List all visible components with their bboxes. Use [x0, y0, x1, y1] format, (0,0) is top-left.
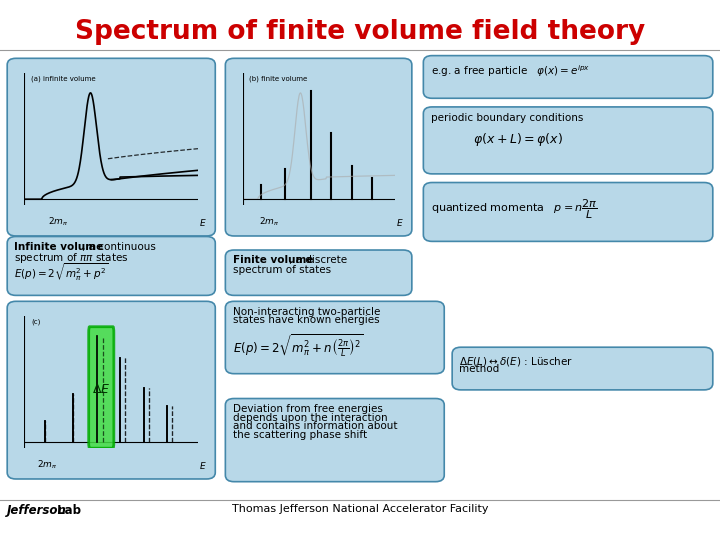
Text: depends upon the interaction: depends upon the interaction	[233, 413, 387, 423]
Text: Thomas Jefferson National Accelerator Facility: Thomas Jefferson National Accelerator Fa…	[232, 504, 488, 514]
Text: Finite volume: Finite volume	[233, 255, 313, 266]
FancyBboxPatch shape	[7, 301, 215, 479]
Text: Jefferson: Jefferson	[7, 504, 67, 517]
Text: and contains information about: and contains information about	[233, 421, 397, 431]
Text: $E(p) = 2\sqrt{m_\pi^2 + n\left(\frac{2\pi}{L}\right)^2}$: $E(p) = 2\sqrt{m_\pi^2 + n\left(\frac{2\…	[233, 332, 364, 359]
Text: $E(p) = 2\sqrt{m_\pi^2 + p^2}$: $E(p) = 2\sqrt{m_\pi^2 + p^2}$	[14, 262, 109, 283]
FancyBboxPatch shape	[7, 58, 215, 236]
Text: , a discrete: , a discrete	[289, 255, 347, 266]
FancyBboxPatch shape	[423, 183, 713, 241]
Text: (b) finite volume: (b) finite volume	[248, 76, 307, 82]
FancyBboxPatch shape	[225, 58, 412, 236]
Text: (a) infinite volume: (a) infinite volume	[32, 76, 96, 82]
Text: spectrum of states: spectrum of states	[233, 265, 330, 275]
Text: $2m_\pi$: $2m_\pi$	[259, 216, 279, 228]
FancyBboxPatch shape	[225, 250, 412, 295]
Text: Spectrum of finite volume field theory: Spectrum of finite volume field theory	[75, 19, 645, 45]
Text: Non-interacting two-particle: Non-interacting two-particle	[233, 307, 380, 317]
Text: Deviation from free energies: Deviation from free energies	[233, 404, 382, 414]
Text: $\Delta E$: $\Delta E$	[92, 383, 110, 396]
Text: periodic boundary conditions: periodic boundary conditions	[431, 113, 583, 124]
Text: method: method	[459, 364, 500, 375]
FancyBboxPatch shape	[423, 107, 713, 174]
FancyBboxPatch shape	[89, 327, 114, 448]
Text: $\hspace{3.5}\varphi(x + L) = \varphi(x)$: $\hspace{3.5}\varphi(x + L) = \varphi(x)…	[431, 131, 562, 147]
FancyBboxPatch shape	[225, 399, 444, 482]
Text: Infinite volume: Infinite volume	[14, 242, 104, 252]
Text: Lab: Lab	[53, 504, 81, 517]
Text: the scattering phase shift: the scattering phase shift	[233, 430, 366, 440]
Text: e.g. a free particle   $\varphi(x) = e^{ipx}$: e.g. a free particle $\varphi(x) = e^{ip…	[431, 63, 590, 79]
Text: $E$: $E$	[199, 461, 207, 471]
Text: $2m_\pi$: $2m_\pi$	[48, 216, 68, 228]
FancyBboxPatch shape	[423, 56, 713, 98]
Text: , a continuous: , a continuous	[82, 242, 156, 252]
Text: quantized momenta   $p = n\dfrac{2\pi}{L}$: quantized momenta $p = n\dfrac{2\pi}{L}$	[431, 197, 597, 220]
Text: $2m_\pi$: $2m_\pi$	[37, 459, 58, 471]
Text: (c): (c)	[32, 319, 41, 325]
Text: $E$: $E$	[199, 218, 207, 228]
FancyBboxPatch shape	[452, 347, 713, 390]
Text: states have known energies: states have known energies	[233, 315, 379, 326]
FancyBboxPatch shape	[7, 237, 215, 295]
FancyBboxPatch shape	[225, 301, 444, 374]
Text: $\Delta E(L) \leftrightarrow \delta(E)$ : Lüscher: $\Delta E(L) \leftrightarrow \delta(E)$ …	[459, 355, 574, 368]
Text: spectrum of $\pi\pi$ states: spectrum of $\pi\pi$ states	[14, 251, 129, 265]
Text: $E$: $E$	[395, 218, 403, 228]
